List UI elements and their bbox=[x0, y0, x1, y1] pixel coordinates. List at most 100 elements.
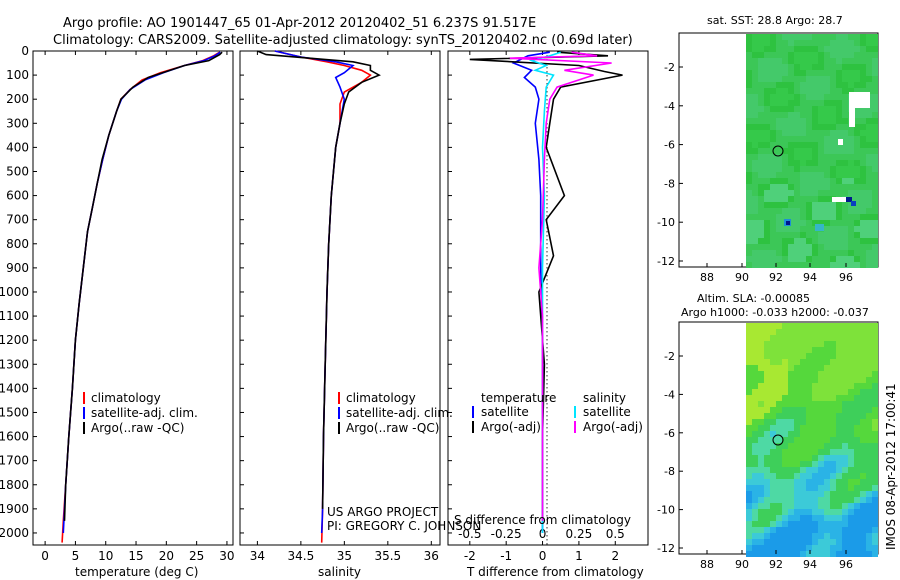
map-cell bbox=[800, 449, 806, 455]
map-cell bbox=[752, 184, 758, 190]
map-cell bbox=[758, 539, 764, 545]
map-cell bbox=[746, 106, 752, 112]
map-cell bbox=[812, 76, 818, 82]
map-cell bbox=[836, 395, 842, 401]
map-cell bbox=[788, 503, 794, 509]
map-cell bbox=[782, 377, 788, 383]
map-cell bbox=[842, 172, 848, 178]
map-cell bbox=[872, 353, 878, 359]
map-cell bbox=[764, 437, 770, 443]
map-cell bbox=[854, 124, 860, 130]
map-cell bbox=[842, 130, 848, 136]
y-tick-label: 1100 bbox=[0, 309, 29, 323]
map-cell bbox=[794, 449, 800, 455]
map-cell bbox=[746, 166, 752, 172]
map-cell bbox=[866, 413, 872, 419]
map-cell bbox=[770, 521, 776, 527]
map-cell bbox=[866, 527, 872, 533]
map-cell bbox=[776, 365, 782, 371]
map-cell bbox=[842, 106, 848, 112]
map-cell bbox=[836, 473, 842, 479]
difference-panel: -2 -1 0 1 2-0.5 -0.25 0 0.25 0.5 T difference fr… bbox=[447, 50, 649, 579]
map-cell bbox=[866, 262, 872, 268]
map-cell bbox=[752, 545, 758, 551]
map-cell bbox=[764, 244, 770, 250]
sst-map-nodata bbox=[832, 197, 849, 202]
map-cell bbox=[848, 178, 854, 184]
map-cell bbox=[794, 455, 800, 461]
sst-map-nodata bbox=[849, 92, 855, 127]
map-cell bbox=[776, 100, 782, 106]
x-tick-label: -2 bbox=[464, 549, 476, 563]
map-cell bbox=[782, 443, 788, 449]
map-cell bbox=[752, 425, 758, 431]
map-cell bbox=[764, 154, 770, 160]
map-cell bbox=[764, 232, 770, 238]
sst-map-argo-marker bbox=[772, 145, 784, 157]
map-cell bbox=[842, 154, 848, 160]
map-cell bbox=[788, 539, 794, 545]
map-cell bbox=[818, 329, 824, 335]
map-cell bbox=[758, 106, 764, 112]
map-cell bbox=[866, 509, 872, 515]
map-cell bbox=[758, 335, 764, 341]
map-cell bbox=[794, 130, 800, 136]
map-cell bbox=[872, 142, 878, 148]
map-cell bbox=[746, 539, 752, 545]
map-cell bbox=[764, 46, 770, 52]
map-cell bbox=[824, 329, 830, 335]
y-tick-label: 1400 bbox=[0, 381, 29, 395]
map-cell bbox=[770, 52, 776, 58]
map-cell bbox=[854, 160, 860, 166]
map-cell bbox=[800, 214, 806, 220]
map-cell bbox=[746, 401, 752, 407]
map-cell bbox=[824, 389, 830, 395]
map-cell bbox=[746, 329, 752, 335]
map-cell bbox=[746, 353, 752, 359]
map-cell bbox=[836, 178, 842, 184]
map-cell bbox=[848, 64, 854, 70]
map-cell bbox=[866, 106, 872, 112]
map-cell bbox=[776, 335, 782, 341]
map-cell bbox=[758, 461, 764, 467]
map-cell bbox=[848, 407, 854, 413]
map-cell bbox=[788, 202, 794, 208]
map-cell bbox=[758, 341, 764, 347]
map-cell bbox=[794, 82, 800, 88]
map-cell bbox=[800, 136, 806, 142]
map-cell bbox=[842, 443, 848, 449]
map-cell bbox=[758, 244, 764, 250]
map-cell bbox=[776, 64, 782, 70]
map-cell bbox=[806, 220, 812, 226]
map-cell bbox=[860, 377, 866, 383]
map-cell bbox=[770, 419, 776, 425]
map-cell bbox=[746, 551, 752, 557]
map-cell bbox=[806, 485, 812, 491]
map-cell bbox=[830, 383, 836, 389]
map-cell bbox=[776, 473, 782, 479]
map-cell bbox=[836, 437, 842, 443]
map-cell bbox=[758, 479, 764, 485]
map-cell bbox=[752, 341, 758, 347]
map-cell bbox=[872, 449, 878, 455]
map-cell bbox=[788, 527, 794, 533]
map-cell bbox=[770, 449, 776, 455]
map-cell bbox=[806, 208, 812, 214]
map-cell bbox=[806, 34, 812, 40]
map-cell bbox=[854, 551, 860, 557]
map-cell bbox=[854, 40, 860, 46]
map-cell bbox=[758, 377, 764, 383]
map-cell bbox=[872, 232, 878, 238]
map-cell bbox=[872, 94, 878, 100]
map-cell bbox=[836, 527, 842, 533]
map-cell bbox=[812, 64, 818, 70]
map-cell bbox=[758, 383, 764, 389]
map-cell bbox=[788, 521, 794, 527]
map-cell bbox=[854, 533, 860, 539]
map-cell bbox=[872, 70, 878, 76]
map-cell bbox=[776, 202, 782, 208]
map-cell bbox=[746, 40, 752, 46]
map-cell bbox=[764, 160, 770, 166]
map-cell bbox=[848, 467, 854, 473]
map-cell bbox=[746, 377, 752, 383]
